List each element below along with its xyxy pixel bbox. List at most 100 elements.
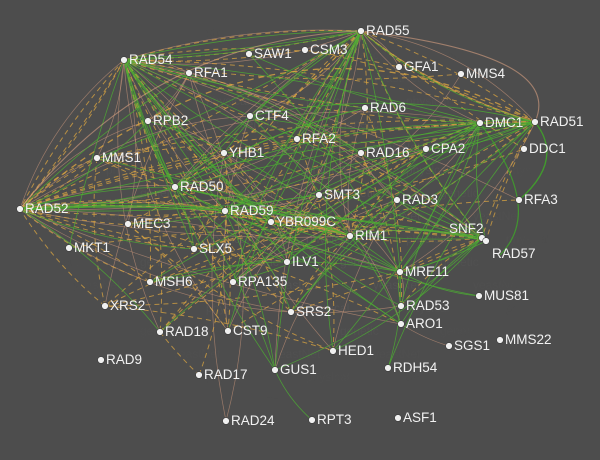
svg-text:RAD55: RAD55 — [366, 23, 410, 38]
svg-text:yeastNet: yeastNet — [373, 2, 421, 16]
svg-text:RAD18: RAD18 — [165, 324, 209, 339]
svg-text:yeastNet: yeastNet — [473, 2, 521, 16]
svg-text:yeastNet: yeastNet — [173, 2, 221, 16]
svg-text:DMC1: DMC1 — [485, 115, 523, 130]
svg-text:ARO1: ARO1 — [406, 316, 443, 331]
svg-text:genetic: genetic — [240, 393, 279, 407]
svg-text:RAD6: RAD6 — [370, 100, 406, 115]
svg-text:DDC1: DDC1 — [529, 141, 566, 156]
svg-text:physical: physical — [106, 439, 149, 453]
svg-text:SRS2: SRS2 — [296, 304, 331, 319]
svg-text:YHB1: YHB1 — [229, 145, 264, 160]
svg-text:physical: physical — [6, 301, 49, 315]
svg-text:RDH54: RDH54 — [393, 360, 438, 375]
svg-text:RFA2: RFA2 — [302, 131, 336, 146]
svg-text:MMS1: MMS1 — [102, 150, 141, 165]
svg-text:CSM3: CSM3 — [310, 42, 348, 57]
svg-text:yeastNet: yeastNet — [0, 140, 21, 154]
svg-text:yeastNet: yeastNet — [173, 347, 221, 361]
svg-text:physical: physical — [406, 439, 449, 453]
svg-text:genetic: genetic — [40, 324, 79, 338]
svg-text:RPB2: RPB2 — [153, 113, 188, 128]
svg-text:RAD24: RAD24 — [231, 413, 275, 428]
svg-text:genetic: genetic — [140, 255, 179, 269]
svg-text:genetic: genetic — [440, 393, 479, 407]
svg-text:genetic: genetic — [340, 393, 379, 407]
svg-text:SLX5: SLX5 — [199, 241, 232, 256]
svg-text:MSH6: MSH6 — [155, 274, 193, 289]
svg-text:yeastNet: yeastNet — [473, 416, 521, 430]
svg-text:RFA1: RFA1 — [194, 65, 228, 80]
svg-text:yeastNet: yeastNet — [0, 278, 21, 292]
svg-text:genetic: genetic — [440, 324, 479, 338]
svg-text:RAD54: RAD54 — [129, 52, 173, 67]
svg-text:yeastNet: yeastNet — [73, 278, 121, 292]
svg-text:RAD51: RAD51 — [540, 114, 584, 129]
svg-text:genetic: genetic — [440, 48, 479, 62]
svg-text:GFA1: GFA1 — [404, 59, 439, 74]
svg-text:SGS1: SGS1 — [454, 338, 490, 353]
svg-text:RAD57: RAD57 — [492, 246, 536, 261]
svg-text:yeastNet: yeastNet — [373, 347, 421, 361]
svg-text:physical: physical — [6, 232, 49, 246]
svg-text:genetic: genetic — [40, 393, 79, 407]
svg-text:RAD53: RAD53 — [406, 298, 450, 313]
svg-text:MRE11: MRE11 — [405, 264, 449, 279]
svg-text:MMS4: MMS4 — [466, 66, 505, 81]
svg-text:MKT1: MKT1 — [74, 240, 110, 255]
svg-text:MUS81: MUS81 — [484, 288, 529, 303]
svg-text:genetic: genetic — [540, 255, 579, 269]
svg-text:yeastNet: yeastNet — [573, 2, 600, 16]
svg-text:physical: physical — [6, 439, 49, 453]
svg-text:RFA3: RFA3 — [524, 192, 558, 207]
svg-text:yeastNet: yeastNet — [573, 278, 600, 292]
svg-text:yeastNet: yeastNet — [173, 416, 221, 430]
svg-text:yeastNet: yeastNet — [273, 2, 321, 16]
svg-text:CST9: CST9 — [233, 323, 268, 338]
svg-text:XRS2: XRS2 — [110, 298, 145, 313]
svg-text:physical: physical — [506, 25, 549, 39]
svg-text:yeastNet: yeastNet — [73, 2, 121, 16]
svg-text:yeastNet: yeastNet — [573, 140, 600, 154]
svg-text:yeastNet: yeastNet — [0, 347, 21, 361]
svg-text:physical: physical — [506, 301, 549, 315]
svg-text:physical: physical — [406, 25, 449, 39]
svg-text:RAD52: RAD52 — [25, 201, 69, 216]
svg-text:physical: physical — [106, 370, 149, 384]
svg-text:RAD50: RAD50 — [180, 179, 224, 194]
svg-text:yeastNet: yeastNet — [573, 71, 600, 85]
svg-text:physical: physical — [6, 94, 49, 108]
svg-text:genetic: genetic — [140, 393, 179, 407]
svg-text:YBR099C: YBR099C — [276, 214, 336, 229]
svg-text:physical: physical — [6, 163, 49, 177]
svg-text:genetic: genetic — [540, 48, 579, 62]
svg-text:ILV1: ILV1 — [292, 254, 319, 269]
svg-text:physical: physical — [506, 439, 549, 453]
svg-text:RIM1: RIM1 — [355, 228, 387, 243]
svg-text:yeastNet: yeastNet — [0, 416, 21, 430]
svg-text:genetic: genetic — [40, 48, 79, 62]
svg-text:physical: physical — [106, 25, 149, 39]
svg-text:physical: physical — [206, 439, 249, 453]
svg-text:yeastNet: yeastNet — [573, 209, 600, 223]
svg-text:RPT3: RPT3 — [317, 412, 352, 427]
svg-text:GUS1: GUS1 — [280, 362, 317, 377]
svg-text:genetic: genetic — [540, 393, 579, 407]
svg-text:yeastNet: yeastNet — [0, 2, 21, 16]
svg-text:SAW1: SAW1 — [254, 46, 292, 61]
svg-text:MEC3: MEC3 — [133, 216, 171, 231]
svg-text:CPA2: CPA2 — [431, 141, 465, 156]
svg-text:RAD16: RAD16 — [366, 145, 410, 160]
svg-text:CTF4: CTF4 — [255, 108, 289, 123]
svg-text:physical: physical — [306, 439, 349, 453]
svg-text:RAD9: RAD9 — [106, 352, 142, 367]
svg-text:yeastNet: yeastNet — [573, 347, 600, 361]
svg-text:yeastNet: yeastNet — [573, 416, 600, 430]
svg-text:RAD17: RAD17 — [204, 367, 248, 382]
svg-text:physical: physical — [6, 370, 49, 384]
svg-text:ASF1: ASF1 — [403, 410, 437, 425]
svg-text:RAD59: RAD59 — [230, 203, 274, 218]
svg-text:SMT3: SMT3 — [324, 187, 360, 202]
svg-text:RPA135: RPA135 — [238, 274, 287, 289]
svg-text:yeastNet: yeastNet — [73, 416, 121, 430]
